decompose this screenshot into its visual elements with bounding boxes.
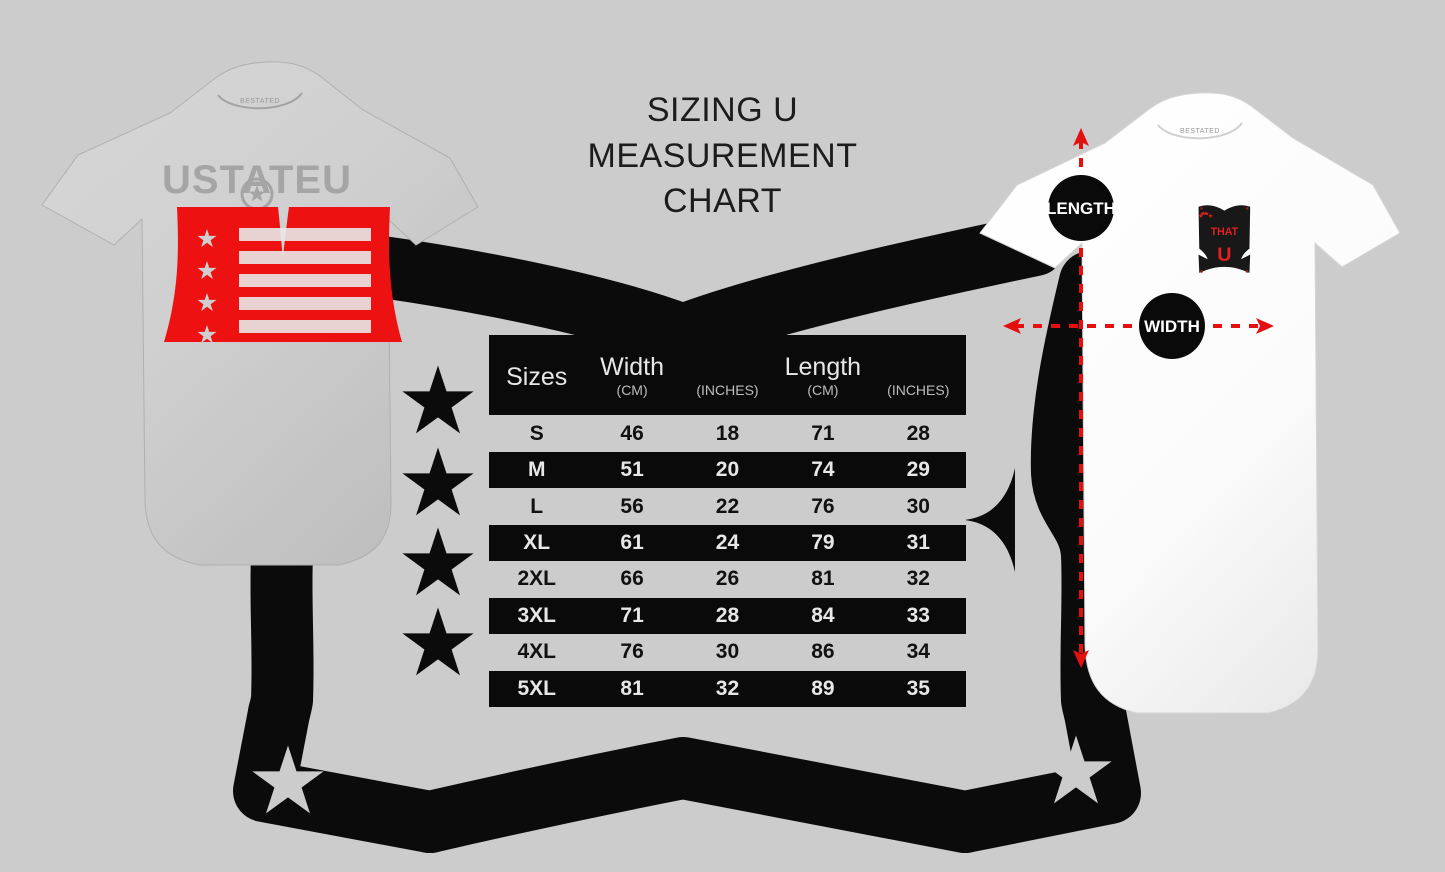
svg-text:LENGTH: LENGTH [1046,199,1116,218]
svg-text:WIDTH: WIDTH [1144,317,1200,336]
